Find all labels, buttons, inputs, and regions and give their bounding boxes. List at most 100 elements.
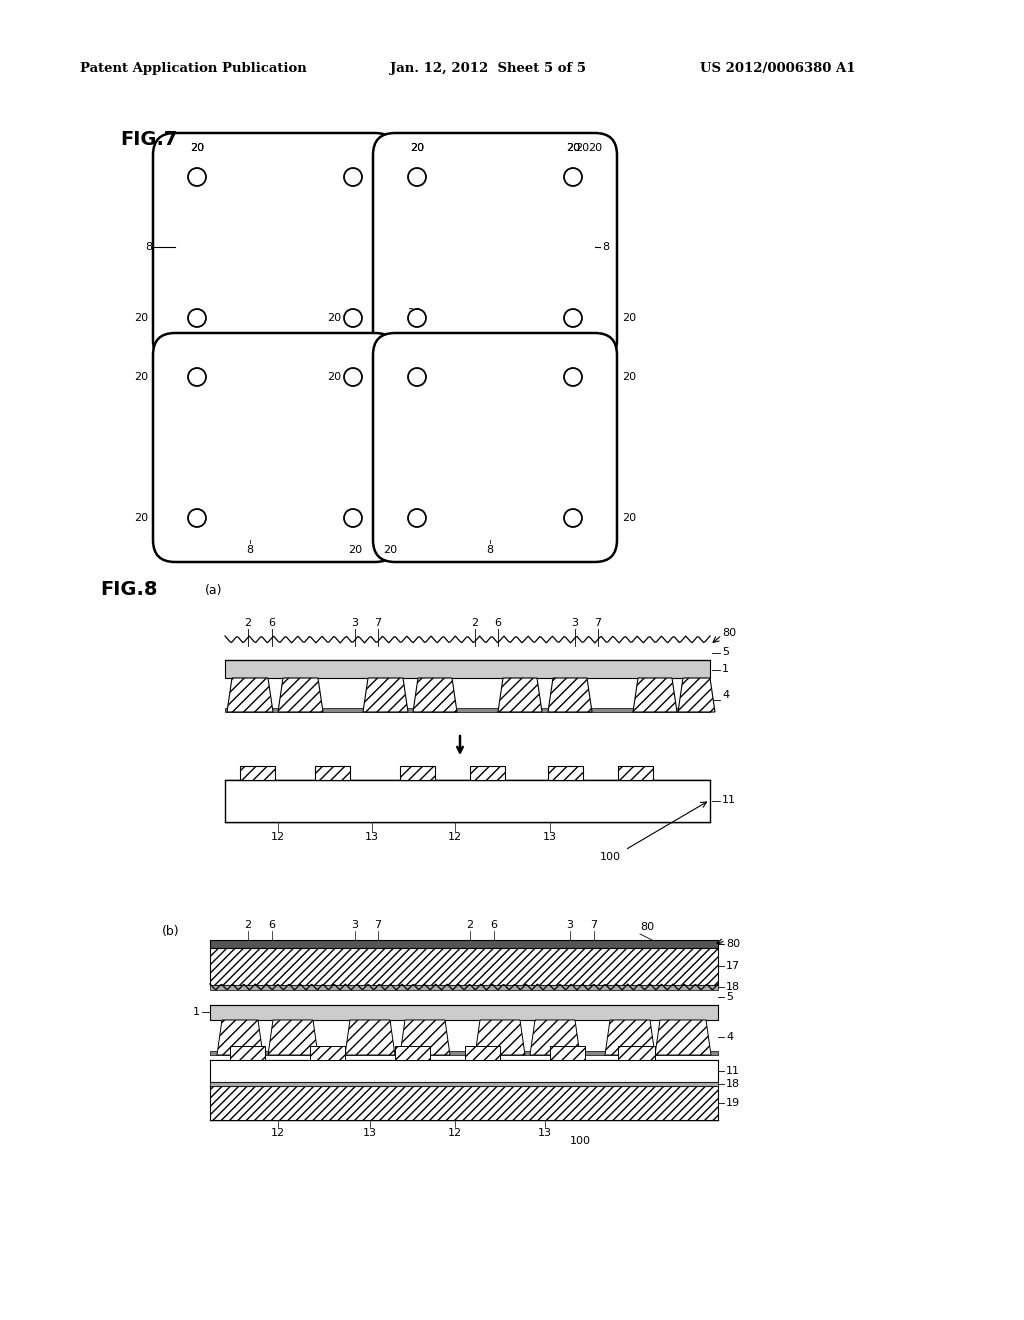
- Text: 80: 80: [640, 921, 654, 932]
- Polygon shape: [475, 1020, 525, 1055]
- Bar: [240, 766, 275, 780]
- Text: 3: 3: [351, 618, 358, 628]
- Text: 20: 20: [134, 513, 148, 523]
- Text: 3: 3: [351, 920, 358, 931]
- Circle shape: [188, 168, 206, 186]
- Text: 11: 11: [726, 1067, 740, 1076]
- Text: (a): (a): [205, 583, 222, 597]
- Text: 20: 20: [383, 545, 397, 554]
- Text: Jan. 12, 2012  Sheet 5 of 5: Jan. 12, 2012 Sheet 5 of 5: [390, 62, 586, 75]
- Text: 2: 2: [245, 920, 252, 931]
- FancyBboxPatch shape: [373, 133, 617, 362]
- Text: 8: 8: [247, 545, 254, 554]
- Circle shape: [344, 168, 362, 186]
- Bar: [210, 1051, 718, 1055]
- Text: 18: 18: [726, 982, 740, 993]
- Text: 20: 20: [410, 143, 424, 153]
- Text: 17: 17: [726, 961, 740, 972]
- Bar: [548, 766, 583, 780]
- Text: 5: 5: [722, 647, 729, 657]
- Text: 7: 7: [595, 618, 601, 628]
- Text: 20: 20: [348, 545, 362, 554]
- Text: 4: 4: [726, 1032, 733, 1041]
- Text: 6: 6: [268, 618, 275, 628]
- Text: 2: 2: [467, 920, 473, 931]
- Text: 20: 20: [346, 517, 360, 528]
- Text: 13: 13: [543, 832, 557, 842]
- Text: 7: 7: [375, 920, 382, 931]
- Text: 8: 8: [486, 545, 494, 554]
- Text: 7: 7: [591, 920, 598, 931]
- Text: 20: 20: [189, 143, 204, 153]
- Text: 12: 12: [447, 832, 462, 842]
- Text: 20: 20: [189, 143, 204, 153]
- Text: 13: 13: [362, 1129, 377, 1138]
- Polygon shape: [530, 1020, 580, 1055]
- Bar: [225, 780, 710, 822]
- Text: 7: 7: [375, 618, 382, 628]
- Text: 12: 12: [447, 1129, 462, 1138]
- Bar: [210, 940, 718, 948]
- Text: 20: 20: [407, 308, 421, 318]
- Text: FIG.7: FIG.7: [120, 129, 177, 149]
- Bar: [225, 660, 710, 678]
- Text: 80: 80: [722, 628, 736, 638]
- Polygon shape: [605, 1020, 655, 1055]
- Text: 20: 20: [327, 313, 341, 323]
- Text: 6: 6: [268, 920, 275, 931]
- Bar: [210, 948, 718, 985]
- Bar: [230, 1045, 265, 1060]
- Text: 2: 2: [471, 618, 478, 628]
- Circle shape: [188, 368, 206, 385]
- Bar: [465, 1045, 500, 1060]
- Polygon shape: [413, 678, 457, 711]
- Bar: [210, 1060, 718, 1082]
- Text: 8: 8: [602, 242, 609, 252]
- Polygon shape: [268, 1020, 318, 1055]
- Text: 6: 6: [495, 618, 502, 628]
- Text: 20: 20: [134, 372, 148, 381]
- Bar: [550, 1045, 585, 1060]
- FancyBboxPatch shape: [153, 133, 397, 362]
- Circle shape: [564, 168, 582, 186]
- Circle shape: [188, 309, 206, 327]
- Bar: [618, 1045, 655, 1060]
- Bar: [210, 985, 718, 990]
- Text: US 2012/0006380 A1: US 2012/0006380 A1: [700, 62, 855, 75]
- Bar: [470, 766, 505, 780]
- Polygon shape: [345, 1020, 395, 1055]
- Text: 100: 100: [600, 851, 621, 862]
- Text: 6: 6: [490, 920, 498, 931]
- Text: 20: 20: [410, 143, 424, 153]
- Text: 20: 20: [622, 372, 636, 381]
- Text: 13: 13: [365, 832, 379, 842]
- Circle shape: [408, 368, 426, 385]
- Circle shape: [408, 168, 426, 186]
- Circle shape: [344, 309, 362, 327]
- Polygon shape: [217, 1020, 263, 1055]
- Text: 8: 8: [144, 242, 152, 252]
- Text: 20: 20: [566, 143, 580, 153]
- Polygon shape: [633, 678, 677, 711]
- Bar: [210, 1086, 718, 1119]
- Text: FIG.8: FIG.8: [100, 579, 158, 599]
- Text: (b): (b): [162, 925, 179, 939]
- Text: 13: 13: [538, 1129, 552, 1138]
- Circle shape: [344, 368, 362, 385]
- Circle shape: [408, 510, 426, 527]
- Text: Patent Application Publication: Patent Application Publication: [80, 62, 307, 75]
- Text: 4: 4: [722, 690, 729, 700]
- Text: 2: 2: [245, 618, 252, 628]
- Circle shape: [564, 368, 582, 385]
- Text: 20: 20: [622, 513, 636, 523]
- Circle shape: [408, 309, 426, 327]
- Text: 20: 20: [588, 143, 602, 153]
- Text: 12: 12: [271, 1129, 285, 1138]
- Bar: [400, 766, 435, 780]
- Circle shape: [188, 510, 206, 527]
- Circle shape: [344, 510, 362, 527]
- Text: 100: 100: [570, 1137, 591, 1146]
- Text: 20: 20: [566, 143, 580, 153]
- Text: 20: 20: [410, 517, 424, 528]
- Polygon shape: [400, 1020, 450, 1055]
